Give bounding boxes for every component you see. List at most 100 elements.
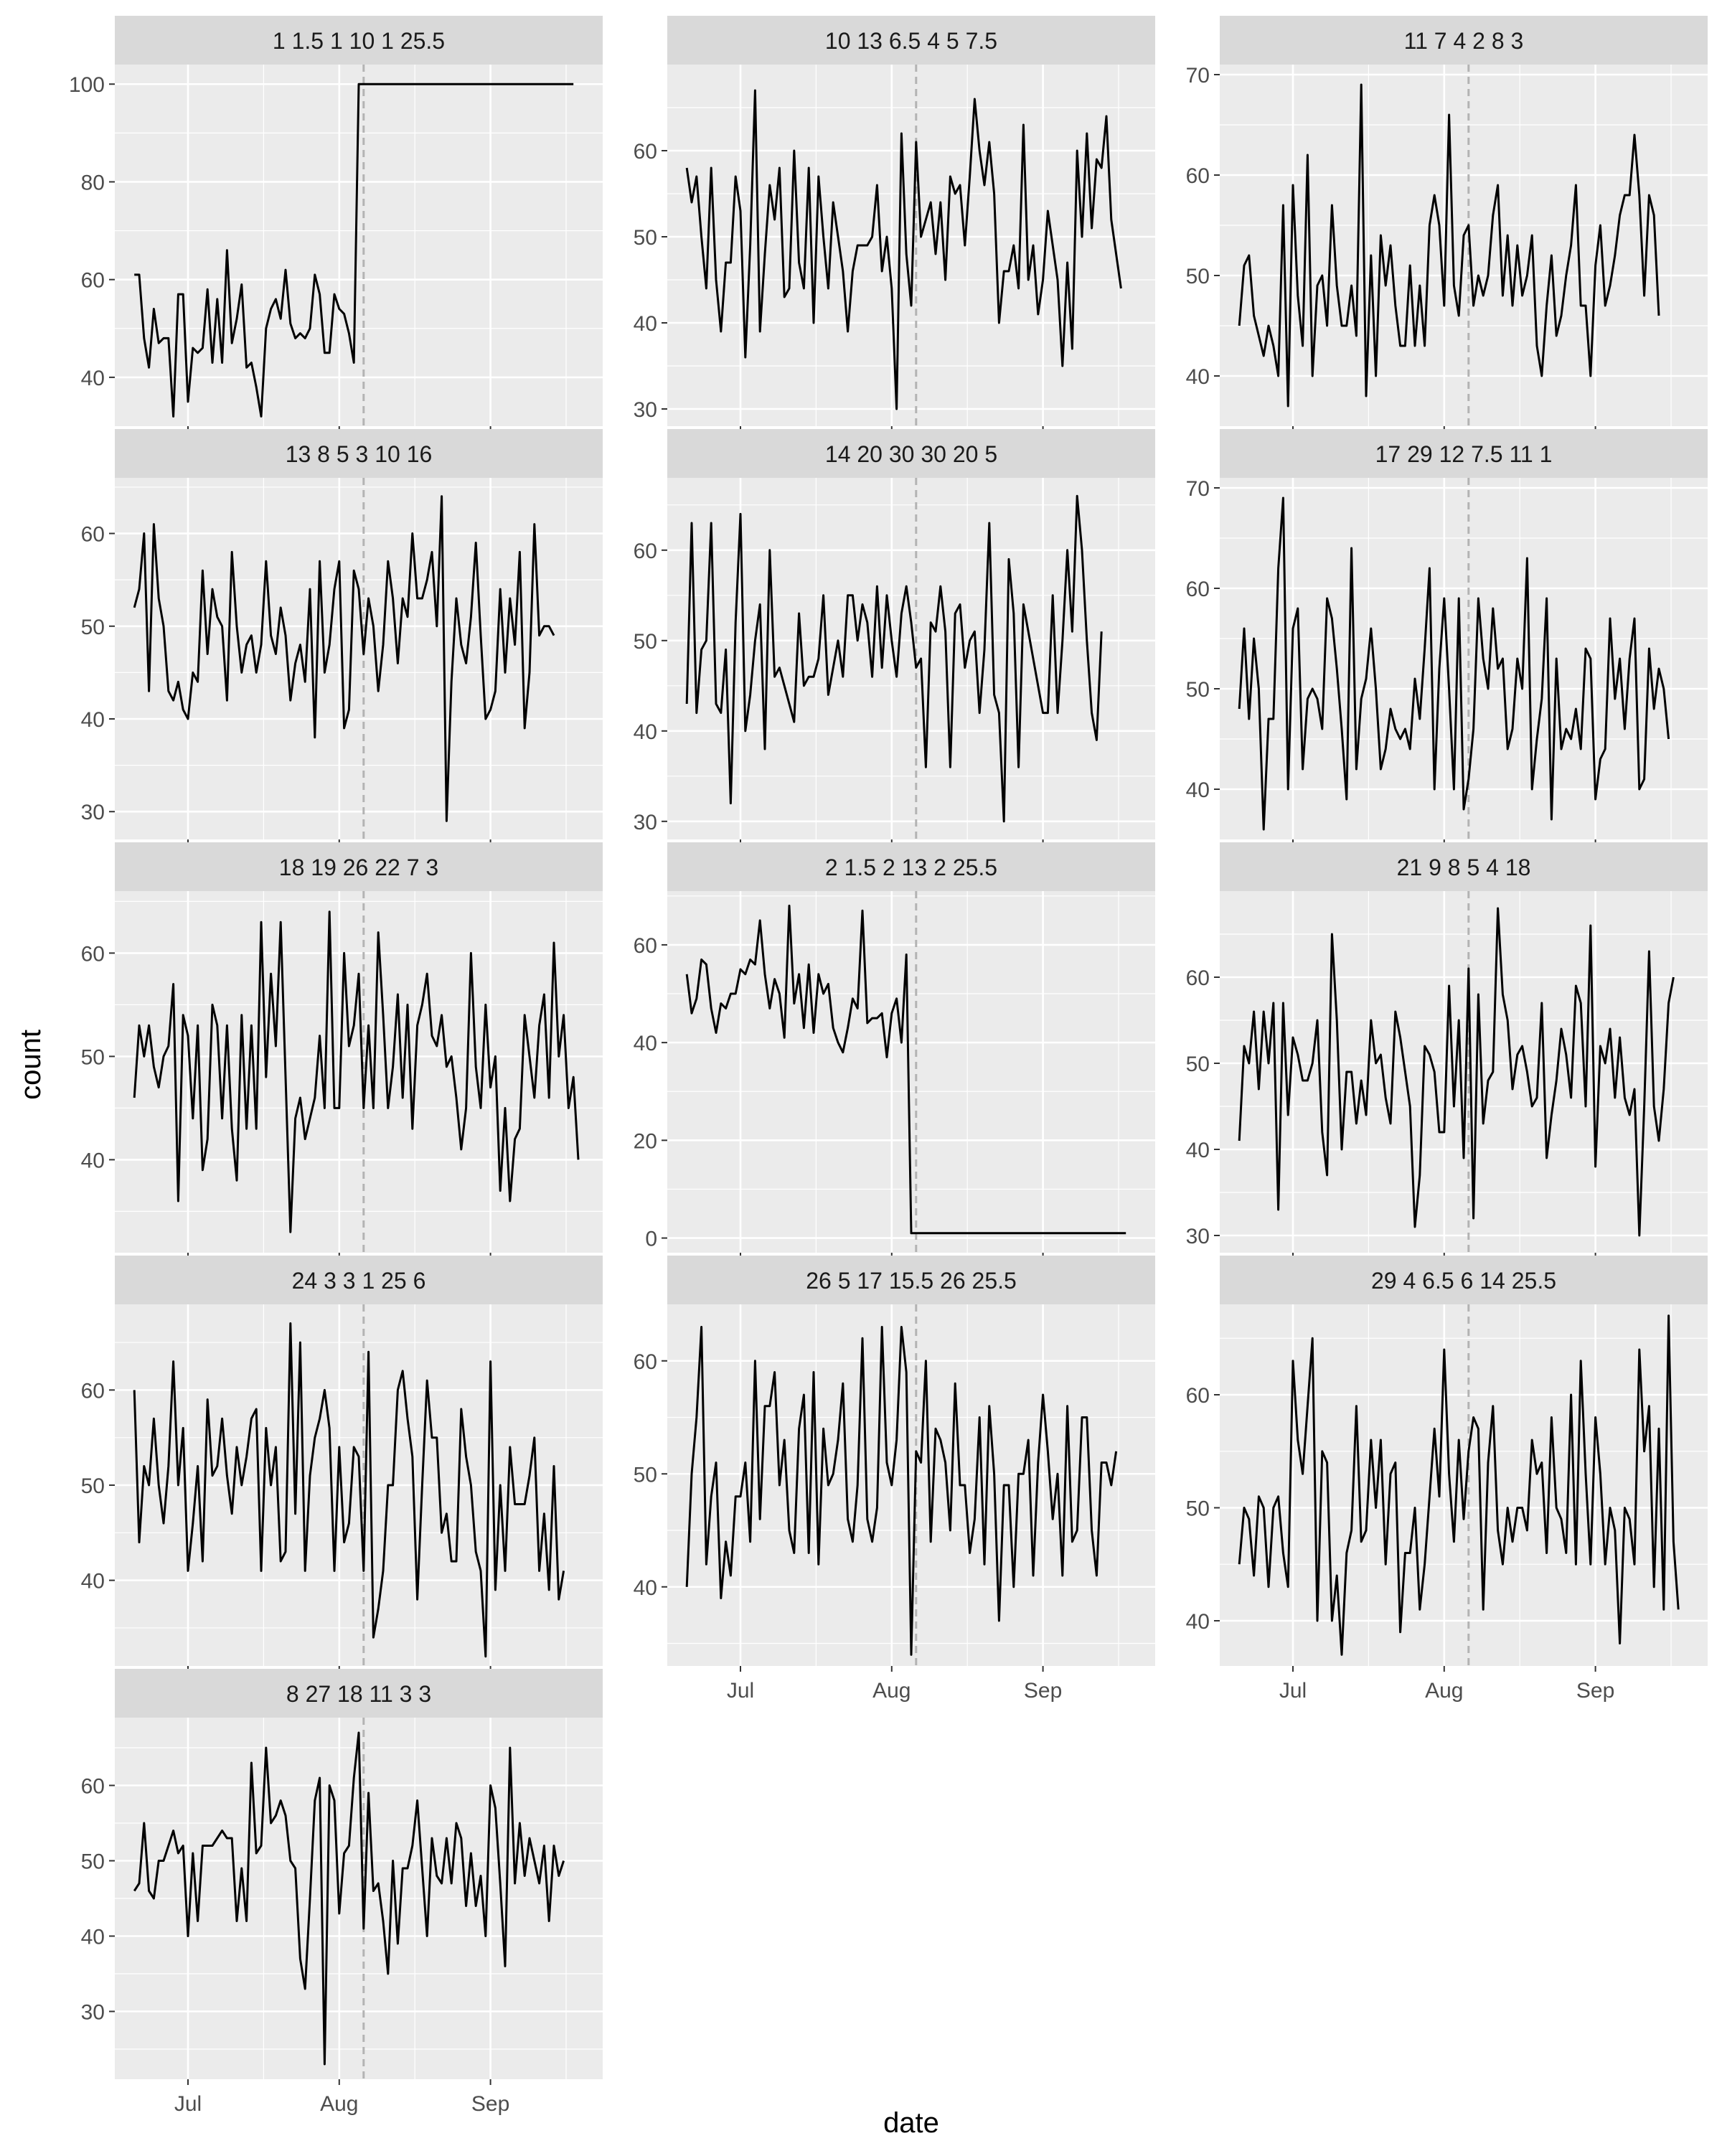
facet-title: 17 29 12 7.5 11 1	[1375, 441, 1553, 467]
y-tick-label: 60	[634, 540, 657, 563]
panel-background	[1220, 1304, 1708, 1666]
y-tick-label: 50	[1186, 678, 1210, 702]
facet-strip	[115, 1669, 603, 1718]
y-tick-label: 50	[81, 1850, 105, 1874]
y-tick-label: 60	[634, 1350, 657, 1374]
facet-strip	[667, 1256, 1155, 1304]
y-tick-label: 40	[634, 720, 657, 744]
y-tick-label: 60	[81, 1775, 105, 1799]
y-tick-label: 50	[81, 1045, 105, 1069]
y-tick-label: 40	[81, 1149, 105, 1172]
x-tick-label: Sep	[1576, 1679, 1614, 1703]
y-tick-label: 80	[81, 171, 105, 194]
y-tick-label: 60	[81, 1379, 105, 1403]
facet-title: 21 9 8 5 4 18	[1397, 855, 1531, 880]
y-tick-label: 40	[81, 1570, 105, 1594]
series-line	[133, 1322, 565, 1658]
series-line	[133, 910, 580, 1233]
x-tick-label: Jul	[174, 2092, 202, 2116]
facet-strip	[115, 1256, 603, 1304]
y-tick-label: 40	[1186, 365, 1210, 389]
facet-panel: 10 13 6.5 4 5 7.5 30 40 50 60	[634, 16, 1155, 432]
y-tick-label: 40	[81, 367, 105, 390]
y-tick-label: 60	[81, 269, 105, 293]
facet-title: 14 20 30 30 20 5	[825, 441, 997, 467]
x-tick-label: Jul	[727, 1679, 754, 1703]
y-tick-label: 60	[1186, 164, 1210, 188]
y-tick-label: 50	[634, 630, 657, 654]
facet-title: 24 3 3 1 25 6	[292, 1268, 426, 1294]
x-axis-label: date	[883, 2107, 939, 2139]
facet-title: 18 19 26 22 7 3	[279, 855, 438, 880]
facet-strip	[1220, 1256, 1708, 1304]
facet-panel: 13 8 5 3 10 16 30 40 50 60	[81, 429, 603, 845]
facet-title: 10 13 6.5 4 5 7.5	[825, 28, 997, 54]
y-tick-label: 20	[634, 1129, 657, 1153]
facet-strip	[667, 842, 1155, 891]
series-line	[134, 83, 574, 418]
series-line	[1238, 496, 1670, 831]
y-tick-label: 60	[634, 140, 657, 164]
facet-strip	[115, 16, 603, 65]
x-tick-label: Sep	[471, 2092, 509, 2116]
y-tick-label: 40	[1186, 778, 1210, 802]
y-tick-label: 40	[1186, 1139, 1210, 1162]
facet-panel: 21 9 8 5 4 18 30 40 50 60	[1186, 842, 1708, 1258]
y-tick-label: 60	[81, 523, 105, 547]
series-line	[1238, 1314, 1680, 1656]
y-tick-label: 40	[81, 1926, 105, 1949]
facet-strip	[115, 429, 603, 478]
y-tick-label: 60	[1186, 578, 1210, 601]
y-tick-label: 60	[634, 934, 657, 958]
x-tick-label: Jul	[1279, 1679, 1307, 1703]
series-line	[1238, 83, 1660, 408]
facet-panel: 1 1.5 1 10 1 25.5 40 60 80 100	[69, 16, 603, 432]
y-tick-label: 50	[634, 226, 657, 250]
facet-panel: 29 4 6.5 6 14 25.5 40 50 60 Jul Aug Sep	[1186, 1256, 1708, 1703]
facet-panel: 24 3 3 1 25 6 40 50 60	[81, 1256, 603, 1672]
y-tick-label: 70	[1186, 477, 1210, 501]
y-tick-label: 40	[634, 1576, 657, 1600]
y-tick-label: 40	[634, 1032, 657, 1055]
series-line	[133, 1731, 565, 2066]
facet-strip	[1220, 842, 1708, 891]
y-tick-label: 50	[81, 616, 105, 639]
y-tick-label: 40	[1186, 1610, 1210, 1634]
facet-title: 8 27 18 11 3 3	[286, 1681, 431, 1707]
facet-title: 2 1.5 2 13 2 25.5	[825, 855, 997, 880]
facet-title: 1 1.5 1 10 1 25.5	[273, 28, 445, 54]
y-tick-label: 30	[81, 2001, 105, 2025]
facet-strip	[667, 429, 1155, 478]
facet-title: 29 4 6.5 6 14 25.5	[1371, 1268, 1556, 1294]
facet-strip	[1220, 16, 1708, 65]
facet-strip	[115, 842, 603, 891]
y-tick-label: 40	[634, 312, 657, 336]
y-tick-label: 70	[1186, 64, 1210, 88]
facet-panel: 8 27 18 11 3 3 30 40 50 60 Jul Aug Sep	[81, 1669, 603, 2116]
y-tick-label: 60	[1186, 1384, 1210, 1408]
facet-title: 11 7 4 2 8 3	[1404, 28, 1524, 54]
x-tick-label: Sep	[1024, 1679, 1062, 1703]
y-tick-label: 50	[1186, 265, 1210, 288]
facet-panel: 18 19 26 22 7 3 40 50 60	[81, 842, 603, 1258]
y-tick-label: 60	[1186, 966, 1210, 990]
y-tick-label: 50	[634, 1463, 657, 1487]
y-tick-label: 30	[634, 398, 657, 422]
series-line	[685, 494, 1103, 823]
y-tick-label: 60	[81, 942, 105, 966]
facet-panel: 17 29 12 7.5 11 1 40 50 60 70	[1186, 429, 1708, 845]
series-line	[1238, 907, 1675, 1237]
facet-title: 13 8 5 3 10 16	[286, 441, 433, 467]
panel-background	[115, 478, 603, 839]
y-tick-label: 50	[81, 1474, 105, 1498]
y-tick-label: 30	[1186, 1225, 1210, 1248]
series-line	[133, 495, 555, 822]
facet-panel: 2 1.5 2 13 2 25.5 0 20 40 60	[634, 842, 1155, 1258]
facet-title: 26 5 17 15.5 26 25.5	[806, 1268, 1017, 1294]
y-tick-label: 30	[634, 811, 657, 834]
x-tick-label: Aug	[872, 1679, 911, 1703]
x-tick-label: Aug	[320, 2092, 358, 2116]
series-line	[685, 904, 1126, 1235]
facet-panel: 11 7 4 2 8 3 40 50 60 70	[1186, 16, 1708, 432]
